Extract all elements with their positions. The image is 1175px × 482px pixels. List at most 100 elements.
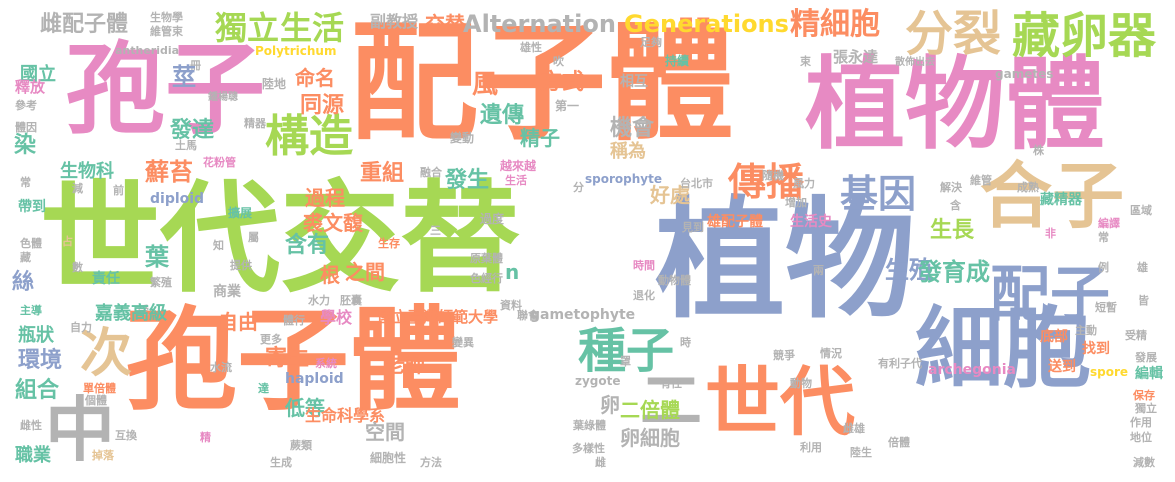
cloud-word: 配子 [990,260,1110,330]
cloud-word: 雌性 [20,419,42,432]
cloud-word: 個體 [85,394,107,407]
cloud-word: 國立 [20,64,56,85]
cloud-word: 精器 [244,117,266,130]
cloud-word: 罩 [620,355,631,368]
cloud-word: 資料 [500,299,522,312]
cloud-word: 生活史 [790,214,832,230]
cloud-word: spore [1090,365,1129,379]
cloud-word: 世代交替 [40,170,520,309]
cloud-word: 細胞性 [370,451,407,465]
cloud-word: 孢子 [65,31,265,148]
cloud-word: 單倍體 [83,382,116,395]
cloud-word: 瓶狀 [18,325,54,346]
cloud-word: 動物體 [658,274,691,287]
cloud-word: 隨機 [762,169,784,182]
cloud-word: 構造 [265,111,353,162]
cloud-word: 配子體 [350,9,735,158]
cloud-word: 機會 [610,116,655,141]
cloud-word: 有利子代 [878,357,922,370]
cloud-word: 根 [320,263,340,287]
cloud-word: 持續 [665,54,690,68]
cloud-word: 精 [200,431,211,444]
cloud-word: 常 [20,176,31,189]
cloud-word: 蘚苔 [145,158,193,186]
cloud-word: 同源 [300,93,345,118]
cloud-word: 第一 [555,99,580,113]
cloud-word: 受 [138,304,149,317]
cloud-word: 知 [213,239,224,252]
cloud-word: 皆 [1138,294,1149,307]
cloud-word: 散佈出去 [895,57,935,68]
cloud-word: 空間 [365,420,405,444]
cloud-word: 雌配子體 [40,12,129,37]
cloud-word: 常 [1098,231,1109,244]
cloud-word: 方式 [540,70,585,95]
cloud-word: 解決 [940,181,962,194]
cloud-word: 花粉管 [203,156,236,169]
cloud-word: 發育成 [918,258,990,286]
cloud-word: 土馬 [175,139,197,152]
cloud-word: 生命科學系 [305,406,386,425]
cloud-word: Polytrichum [255,44,337,58]
cloud-word: 原葉體 [470,252,503,265]
cloud-word: 葉綠體 [573,419,606,432]
cloud-word: 生殖 [885,256,933,284]
cloud-word: 區域 [1130,204,1152,217]
cloud-word: 植物體 [805,46,1105,163]
cloud-word: 胚囊 [340,294,362,307]
cloud-word: 變動 [450,131,475,145]
cloud-word: 台北市 [680,177,713,190]
cloud-word: 競爭 [773,349,795,362]
cloud-word: 占 [62,235,73,248]
cloud-word: 生成 [270,456,292,469]
cloud-word: 作用 [1130,416,1152,429]
cloud-word: 生活 [280,9,345,47]
cloud-word: 聯會 [517,309,539,322]
cloud-word: 保存 [1133,389,1155,402]
cloud-word: 國立臺灣師範大學 [378,308,499,326]
cloud-word: 藏精器 [1040,192,1082,208]
cloud-word: 有性 [660,377,682,390]
cloud-word: 鍾楊聰 [208,92,238,103]
cloud-word: 三 [430,224,441,237]
cloud-word: 情況 [820,347,842,360]
cloud-word: 時 [680,336,691,349]
cloud-word: 分裂 [905,6,1002,62]
cloud-word: zygote [575,374,621,388]
cloud-word: 體因 [15,121,37,134]
cloud-word: 水力 [308,294,330,307]
cloud-word: 退化 [633,289,655,302]
cloud-word: 職業 [15,445,51,466]
cloud-word: 發達 [170,118,215,143]
cloud-word: 中 [45,389,115,471]
cloud-word: 互換 [115,429,137,442]
cloud-word: 利用 [800,441,822,454]
cloud-word: 發生 [445,168,490,193]
cloud-word: 自由 [218,310,258,334]
cloud-word: 繁殖 [150,276,172,289]
cloud-word: 多樣性 [572,442,605,455]
cloud-word: 命名 [295,66,335,90]
cloud-word: 低等 [285,396,325,420]
cloud-word: 藏卵器 [1012,8,1157,64]
cloud-word: 陸生 [850,446,872,459]
cloud-word: 編譯 [1098,217,1120,230]
cloud-word: 稱為 [610,141,646,162]
cloud-word: 環境 [18,348,63,373]
cloud-word: 之間 [345,260,385,284]
cloud-word: 株 [1033,144,1044,157]
cloud-word: 屬 [248,231,259,244]
cloud-word: 成熟 [1017,181,1039,194]
cloud-word: 融合 [420,166,442,179]
cloud-word: 風力 [793,177,815,190]
cloud-word: 找到 [1082,341,1110,357]
cloud-word: 倍體 [888,436,910,449]
cloud-word: antheridia [115,44,180,57]
cloud-word: 風 [472,70,499,100]
cloud-word: 變異 [452,336,474,349]
cloud-word: 莖 [172,63,196,91]
cloud-word: n [505,260,520,284]
cloud-word: 相互 [620,74,648,90]
cloud-word: 生長 [930,218,975,243]
cloud-word: 分 [573,181,584,194]
